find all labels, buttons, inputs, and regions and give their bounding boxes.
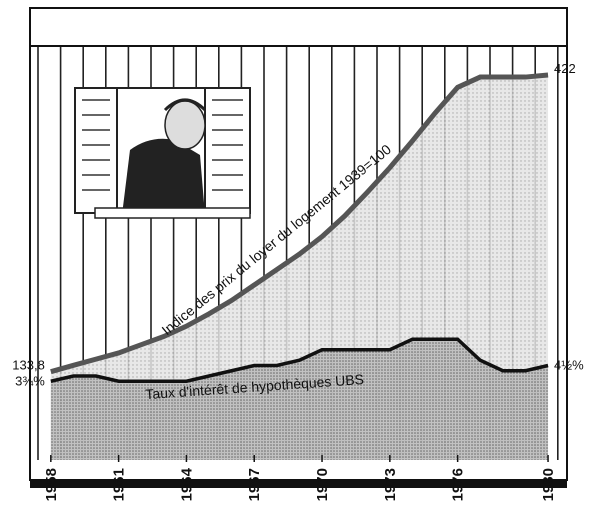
value-label: 4½% xyxy=(554,358,584,373)
x-tick-label: 1973 xyxy=(382,468,399,501)
value-label: 133,8 xyxy=(12,358,45,373)
x-tick-label: 1970 xyxy=(314,468,331,501)
window-illustration xyxy=(75,88,250,218)
x-tick-label: 1980 xyxy=(540,468,557,501)
x-tick-label: 1958 xyxy=(43,468,60,501)
chart: 133,84223¾%4½%Indice des prix du loyer d… xyxy=(0,0,590,505)
value-label: 422 xyxy=(554,61,576,76)
x-tick-label: 1961 xyxy=(111,468,128,501)
value-label: 3¾% xyxy=(15,373,45,388)
x-tick-label: 1967 xyxy=(246,468,263,501)
roof-panel xyxy=(30,8,567,46)
page: 133,84223¾%4½%Indice des prix du loyer d… xyxy=(0,0,590,510)
x-tick-label: 1976 xyxy=(450,468,467,501)
x-tick-label: 1964 xyxy=(178,467,195,501)
